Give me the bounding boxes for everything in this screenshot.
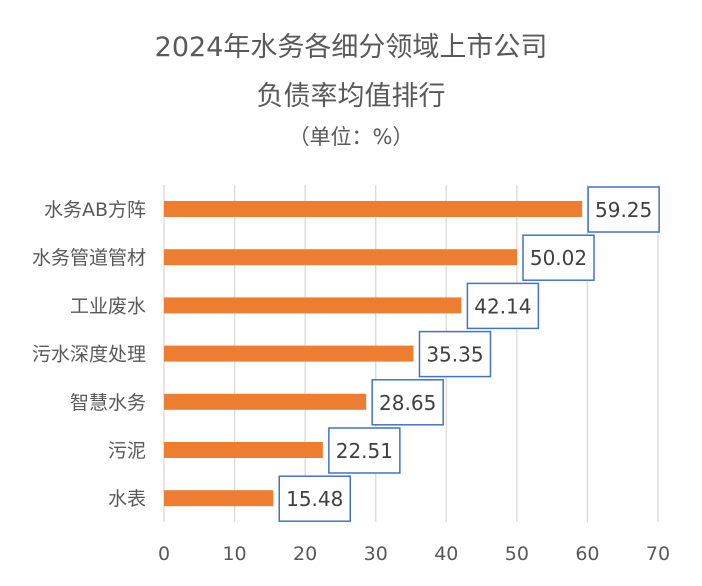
- x-tick-label: 70: [646, 543, 670, 565]
- value-label: 35.35: [426, 343, 483, 367]
- bar: [164, 249, 517, 266]
- bar: [164, 201, 583, 217]
- value-label: 50.02: [530, 246, 587, 270]
- x-tick-label: 30: [364, 543, 388, 565]
- category-label: 水务管道管材: [32, 247, 146, 269]
- category-label: 污水深度处理: [32, 344, 146, 366]
- category-label: 污泥: [108, 440, 146, 462]
- chart-title-line-1: 2024年水务各细分领域上市公司: [155, 32, 548, 63]
- value-label-box: [587, 186, 660, 233]
- category-label: 智慧水务: [70, 392, 146, 414]
- x-tick-label: 40: [434, 543, 458, 565]
- value-label-box: [418, 330, 492, 378]
- x-tick-label: 20: [293, 543, 317, 565]
- bar: [164, 345, 414, 362]
- category-label: 工业废水: [70, 295, 146, 317]
- x-tick-label: 50: [505, 543, 529, 565]
- value-label-box: [328, 427, 401, 474]
- bar: [164, 490, 274, 507]
- value-label: 59.25: [595, 198, 652, 222]
- value-label: 28.65: [379, 391, 436, 415]
- value-label: 15.48: [286, 487, 343, 511]
- x-tick-label: 0: [158, 543, 170, 565]
- value-label-box: [466, 282, 540, 330]
- bar: [164, 393, 367, 410]
- category-label: 水务AB方阵: [44, 199, 146, 221]
- category-label: 水表: [108, 488, 146, 510]
- value-label-box: [278, 475, 351, 522]
- x-tick-label: 10: [222, 543, 246, 565]
- x-tick-label: 60: [575, 543, 599, 565]
- bar: [164, 297, 462, 314]
- value-label: 42.14: [474, 294, 531, 318]
- value-label-box: [522, 234, 595, 281]
- chart-title-line-2: 负债率均值排行: [257, 81, 446, 112]
- value-label-box: [371, 379, 444, 426]
- value-label: 22.51: [336, 439, 393, 463]
- bar: [164, 442, 323, 458]
- chart-subtitle: （单位：%）: [289, 125, 414, 149]
